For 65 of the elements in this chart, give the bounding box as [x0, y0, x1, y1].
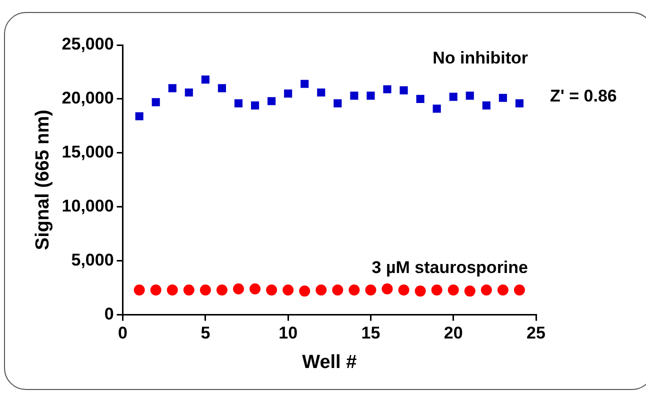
point — [432, 104, 441, 113]
point — [366, 92, 375, 100]
point — [464, 286, 476, 297]
point — [400, 86, 408, 94]
point — [316, 284, 327, 296]
point — [300, 80, 309, 88]
x-tick-label: 25 — [526, 324, 546, 343]
point — [449, 92, 458, 101]
point — [348, 284, 360, 296]
point — [152, 98, 160, 106]
point — [414, 286, 426, 297]
x-tick-label: 5 — [200, 324, 210, 343]
point — [183, 284, 194, 296]
point — [515, 99, 524, 108]
x-tick-label: 15 — [361, 324, 380, 343]
series-label: 3 µM staurosporine — [372, 258, 528, 277]
point — [166, 284, 178, 296]
x-tick-label: 20 — [444, 324, 463, 343]
point — [234, 99, 243, 108]
point — [250, 101, 260, 110]
y-tick-label: 25,000 — [62, 34, 114, 54]
y-tick-label: 15,000 — [62, 142, 114, 162]
point — [448, 284, 459, 296]
y-tick-label: 5,000 — [71, 250, 114, 270]
point — [334, 99, 342, 108]
y-tick-label: 10,000 — [62, 196, 114, 216]
point — [365, 284, 376, 296]
point — [134, 284, 145, 296]
x-axis-title: Well # — [302, 352, 358, 373]
series-label: No inhibitor — [432, 48, 528, 68]
point — [216, 284, 228, 296]
point — [482, 101, 490, 110]
point — [135, 112, 144, 120]
point — [514, 284, 525, 296]
point — [480, 284, 492, 296]
point — [416, 94, 424, 103]
point — [201, 76, 210, 84]
point — [431, 284, 442, 296]
point — [268, 97, 276, 106]
point — [299, 286, 310, 297]
x-tick-label: 0 — [118, 324, 128, 343]
point — [250, 283, 261, 294]
point — [232, 283, 244, 294]
point — [317, 88, 326, 97]
point — [184, 88, 193, 97]
point — [332, 284, 344, 296]
x-tick-label: 10 — [278, 324, 298, 343]
point — [398, 284, 410, 296]
point — [497, 284, 508, 296]
y-tick-label: 20,000 — [62, 88, 114, 108]
point — [168, 84, 176, 92]
point — [218, 84, 226, 92]
point — [266, 284, 278, 296]
point — [498, 94, 507, 102]
point — [200, 284, 211, 296]
text: Z' = 0.86 — [550, 86, 617, 106]
point — [466, 92, 474, 100]
point — [382, 283, 393, 294]
point — [150, 284, 162, 296]
point — [383, 85, 392, 94]
point — [284, 90, 292, 98]
point — [350, 92, 358, 100]
point — [282, 284, 294, 296]
y-axis-title: Signal (665 nm) — [32, 110, 54, 250]
y-tick-label: 0 — [104, 304, 114, 324]
